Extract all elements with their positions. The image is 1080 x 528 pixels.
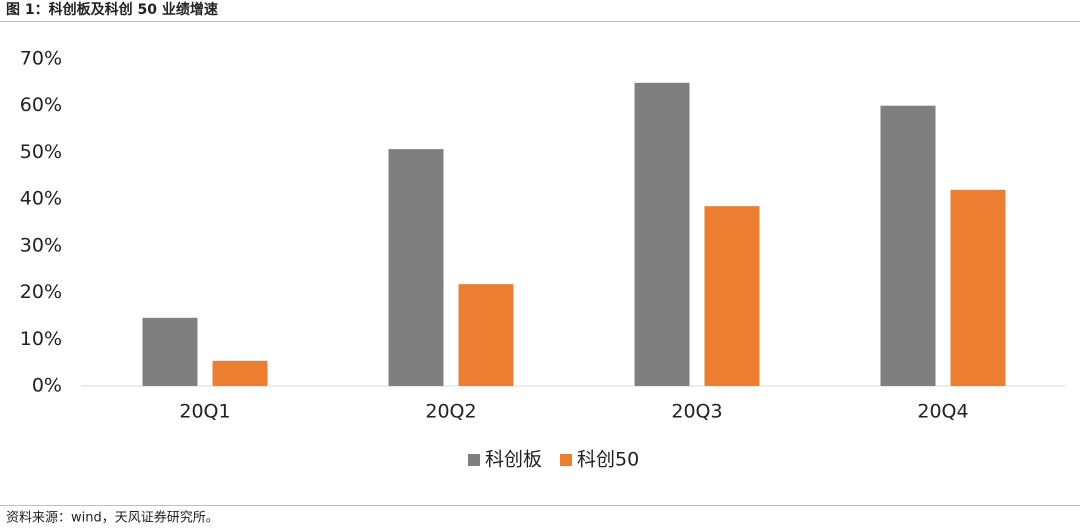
bar [704,206,760,386]
bar [388,149,444,386]
y-tick-label: 0% [32,375,62,397]
bar [950,189,1006,386]
y-tick-label: 70% [20,48,62,70]
x-tick-label: 20Q3 [671,401,722,423]
bar [212,360,268,386]
x-tick-label: 20Q2 [425,401,476,423]
y-tick-label: 50% [20,141,62,163]
legend-swatch [560,454,573,466]
chart-title: 图 1：科创板及科创 50 业绩增速 [6,1,218,18]
legend-label: 科创50 [577,449,639,471]
x-tick-label: 20Q4 [917,401,968,423]
legend-swatch [468,454,480,466]
source-note: 资料来源：wind，天风证券研究所。 [6,510,219,526]
x-tick-label: 20Q1 [179,401,230,423]
y-tick-label: 30% [20,234,62,256]
legend-label: 科创板 [485,449,542,471]
y-tick-label: 60% [20,94,62,116]
bar [458,284,514,386]
bar [880,105,936,386]
y-tick-label: 20% [20,281,62,303]
bar [142,317,198,386]
bar [634,82,690,387]
y-tick-label: 10% [20,328,62,350]
y-tick-label: 40% [20,188,62,210]
